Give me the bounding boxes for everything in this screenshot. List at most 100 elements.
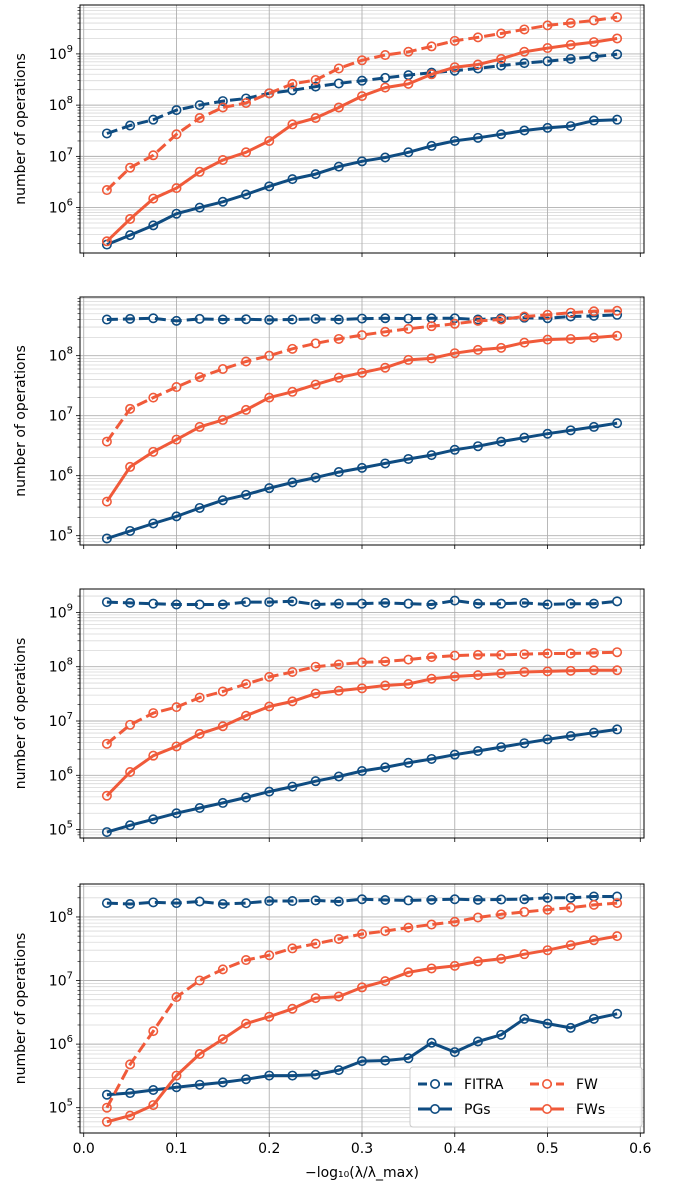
legend-marker-fws: [541, 1104, 552, 1115]
data-point-pgs: [310, 776, 321, 787]
data-point-fws: [426, 353, 437, 364]
y-tick-label: 105: [49, 1098, 73, 1117]
data-point-fws: [217, 414, 228, 425]
x-tick-label: 0.5: [536, 1141, 558, 1157]
data-point-fws: [217, 721, 228, 732]
data-point-fw: [310, 661, 321, 672]
y-tick-label: 107: [49, 146, 73, 165]
data-point-fw: [380, 326, 391, 337]
data-point-pgs: [449, 135, 460, 146]
data-point-pgs: [333, 161, 344, 172]
legend-marker-pgs: [429, 1104, 440, 1115]
data-point-fws: [496, 53, 507, 64]
data-point-fws: [356, 982, 367, 993]
data-point-fws: [612, 330, 623, 341]
data-point-fw: [472, 649, 483, 660]
data-point-pgs: [426, 1037, 437, 1048]
data-point-pgs: [542, 734, 553, 745]
data-point-fw: [333, 934, 344, 945]
data-point-pgs: [496, 1029, 507, 1040]
data-point-pgs: [101, 827, 112, 838]
data-point-fws: [101, 496, 112, 507]
data-point-fws: [287, 119, 298, 130]
data-point-fw: [542, 20, 553, 31]
data-point-pgs: [241, 489, 252, 500]
data-point-pgs: [449, 749, 460, 760]
data-point-pgs: [217, 797, 228, 808]
data-point-fws: [612, 931, 623, 942]
data-point-pgs: [148, 1084, 159, 1095]
series-fws: [101, 33, 623, 247]
data-point-fw: [588, 647, 599, 658]
data-point-fw: [449, 650, 460, 661]
data-point-fitra: [148, 313, 159, 324]
plot-frame: [79, 4, 645, 254]
chart-panel-3: 105 106 107 108 109 number of operations: [13, 588, 645, 842]
series-line-fws: [105, 334, 618, 503]
data-point-fw: [217, 964, 228, 975]
data-point-fw: [356, 330, 367, 341]
data-point-fw: [101, 1102, 112, 1113]
data-point-fitra: [403, 895, 414, 906]
y-tick-label: 107: [49, 711, 73, 730]
data-point-pgs: [612, 724, 623, 735]
data-point-fws: [194, 166, 205, 177]
data-point-fws: [217, 154, 228, 165]
series-fitra: [101, 595, 623, 610]
series-line-pgs: [106, 1012, 618, 1097]
data-point-pgs: [356, 462, 367, 473]
data-point-pgs: [496, 742, 507, 753]
data-point-fws: [333, 685, 344, 696]
data-point-fitra: [194, 599, 205, 610]
series-fitra: [101, 891, 623, 909]
series-line-fitra: [106, 599, 618, 606]
data-point-fws: [310, 688, 321, 699]
data-point-fitra: [125, 120, 136, 131]
y-tick-label: 108: [49, 346, 73, 365]
data-point-pgs: [241, 792, 252, 803]
data-point-fws: [241, 404, 252, 415]
series-line-fitra: [106, 895, 618, 906]
data-point-fw: [426, 652, 437, 663]
series-line-fw: [105, 650, 618, 745]
series-fws: [101, 665, 623, 801]
data-point-fws: [101, 236, 112, 247]
data-point-pgs: [380, 152, 391, 163]
data-point-fw: [310, 74, 321, 85]
series-line-fws: [105, 37, 618, 243]
data-point-fitra: [101, 597, 112, 608]
data-point-fw: [588, 15, 599, 26]
series-fws: [101, 931, 623, 1127]
data-point-fw: [241, 679, 252, 690]
data-point-fw: [380, 50, 391, 61]
data-point-pgs: [356, 765, 367, 776]
data-point-fws: [588, 332, 599, 343]
data-point-fw: [217, 102, 228, 113]
data-point-fw: [565, 18, 576, 29]
y-tick-label: 108: [49, 907, 73, 926]
data-point-fitra: [380, 597, 391, 608]
data-point-pgs: [264, 786, 275, 797]
data-point-fw: [472, 315, 483, 326]
legend: FITRA PGs FW FWs: [409, 1066, 643, 1128]
data-point-pgs: [356, 156, 367, 167]
data-point-fitra: [101, 314, 112, 325]
data-point-fws: [171, 183, 182, 194]
data-point-fws: [194, 421, 205, 432]
data-point-fw: [542, 648, 553, 659]
data-point-fw: [264, 671, 275, 682]
y-axis-label: number of operations: [13, 345, 29, 497]
y-tick-label: 108: [49, 95, 73, 114]
data-point-fw: [449, 318, 460, 329]
data-point-fitra: [542, 892, 553, 903]
y-tick-label: 109: [49, 44, 73, 63]
data-point-fws: [426, 673, 437, 684]
data-point-fitra: [217, 96, 228, 107]
data-point-fitra: [380, 72, 391, 83]
data-point-fitra: [472, 598, 483, 609]
x-tick-label: 0.6: [629, 1141, 651, 1157]
data-point-fitra: [612, 596, 623, 607]
data-point-fitra: [310, 81, 321, 92]
data-point-fws: [264, 135, 275, 146]
y-tick-label: 105: [49, 820, 73, 839]
